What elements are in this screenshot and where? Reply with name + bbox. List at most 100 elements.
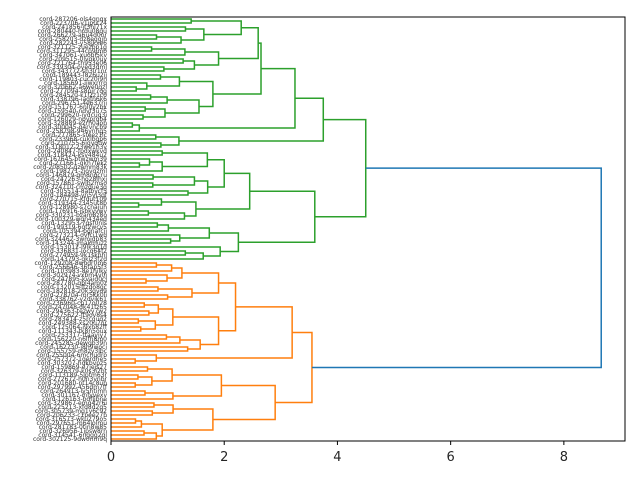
dendrogram-link <box>152 405 173 413</box>
dendrogram-link <box>168 228 209 238</box>
dendrogram-link <box>165 100 199 113</box>
dendrogram-link <box>111 411 152 415</box>
dendrogram-link <box>111 431 144 435</box>
dendrogram-link <box>111 47 152 51</box>
dendrogram-link <box>111 263 156 267</box>
dendrogram-link <box>158 289 192 297</box>
dendrogram-link <box>111 203 139 207</box>
dendrogram-link <box>185 52 219 65</box>
dendrogram-link <box>111 59 183 63</box>
dendrogram-link <box>111 67 164 71</box>
dendrogram-link <box>213 386 275 420</box>
dendrogram-link <box>111 107 145 111</box>
dendrogram-link <box>111 37 181 43</box>
dendrogram-link <box>111 159 150 165</box>
leaf-label: cord-302125-9dw0nm9q <box>33 436 107 443</box>
x-tick-label: 2 <box>220 450 228 465</box>
dendrogram-link <box>111 115 143 119</box>
dendrogram-link <box>111 383 135 387</box>
x-tick-label: 0 <box>107 450 115 465</box>
dendrogram-chart: cord-287206-ols4gnqxcord-223706-y1jput24… <box>0 0 640 480</box>
dendrogram-link <box>111 403 154 407</box>
dendrogram-link <box>111 433 156 439</box>
dendrogram-link <box>111 35 157 39</box>
dendrogram-link <box>111 95 151 99</box>
dendrogram-link <box>111 19 191 23</box>
dendrogram-link <box>111 163 139 167</box>
dendrogram-link <box>111 251 185 255</box>
dendrogram-link <box>111 265 172 271</box>
leaf-labels: cord-287206-ols4gnqxcord-223706-y1jput24… <box>33 16 108 443</box>
dendrogram-link <box>153 177 195 185</box>
dendrogram-link <box>111 83 147 89</box>
dendrogram-link <box>111 355 156 361</box>
dendrogram-link <box>111 367 147 371</box>
dendrogram-link <box>179 98 323 141</box>
dendrogram-link <box>213 43 261 94</box>
x-tick-label: 8 <box>560 450 568 465</box>
dendrogram-link <box>111 279 146 283</box>
dendrogram-link <box>143 109 165 117</box>
dendrogram-link <box>111 125 139 131</box>
dendrogram-link <box>182 273 219 293</box>
dendrogram-link <box>162 409 213 430</box>
dendrogram-link <box>111 295 168 299</box>
dendrogram-link <box>111 327 141 331</box>
dendrogram-link <box>207 160 224 187</box>
dendrogram-link <box>179 82 212 107</box>
dendrogram-link <box>111 225 168 231</box>
dendrogram-link <box>111 175 153 179</box>
dendrogram-link <box>111 303 144 307</box>
dendrogram-link <box>111 49 185 55</box>
dendrogram-link <box>111 143 161 147</box>
dendrogram-link <box>111 311 149 315</box>
dendrogram-link <box>111 337 180 343</box>
dendrogram-link <box>167 268 182 278</box>
dendrogram-link <box>111 223 157 227</box>
dendrogram-link <box>172 375 221 396</box>
dendrogram-link <box>111 319 138 323</box>
dendrogram-link <box>111 391 145 395</box>
dendrogram-link <box>111 393 173 399</box>
dendrogram-link <box>111 335 166 339</box>
dendrogram-link <box>111 191 188 195</box>
dendrogram-link <box>162 153 207 167</box>
dendrogram-link <box>111 87 136 91</box>
dendrogram-link <box>164 61 195 69</box>
dendrogram-link <box>156 137 179 145</box>
dendrogram-link <box>312 168 601 367</box>
x-axis-ticks: 0 2 4 6 8 <box>107 441 568 465</box>
dendrogram-link <box>275 332 312 402</box>
dendrogram-link <box>144 305 158 313</box>
dendrogram-link <box>111 211 148 215</box>
dendrogram-link <box>111 135 156 139</box>
dendrogram-link <box>111 151 162 155</box>
dendrogram-link <box>188 181 208 193</box>
dendrogram-link <box>111 275 167 281</box>
dendrogram-link <box>111 419 135 423</box>
dendrogram-links <box>111 19 601 439</box>
dendrogram-link <box>196 173 250 209</box>
dendrogram-link <box>111 123 132 127</box>
dendrogram-link <box>219 28 259 59</box>
dendrogram-link <box>161 202 195 216</box>
dendrogram-link <box>111 199 161 205</box>
dendrogram-link <box>111 27 185 31</box>
dendrogram-link <box>111 375 138 379</box>
dendrogram-link <box>111 421 141 427</box>
dendrogram-link <box>111 359 135 363</box>
dendrogram-link <box>111 183 153 187</box>
dendrogram-link <box>111 75 160 79</box>
dendrogram-link <box>111 347 188 351</box>
dendrogram-link <box>111 287 158 291</box>
dendrogram-link <box>191 21 241 35</box>
dendrogram-link <box>111 253 203 259</box>
dendrogram-link <box>111 239 171 243</box>
dendrogram-link <box>209 233 238 252</box>
plot-frame <box>111 17 625 441</box>
dendrogram-link <box>315 120 366 217</box>
dendrogram-link <box>111 235 180 241</box>
dendrogram-link <box>111 97 167 103</box>
x-tick-label: 4 <box>333 450 341 465</box>
x-tick-label: 6 <box>447 450 455 465</box>
